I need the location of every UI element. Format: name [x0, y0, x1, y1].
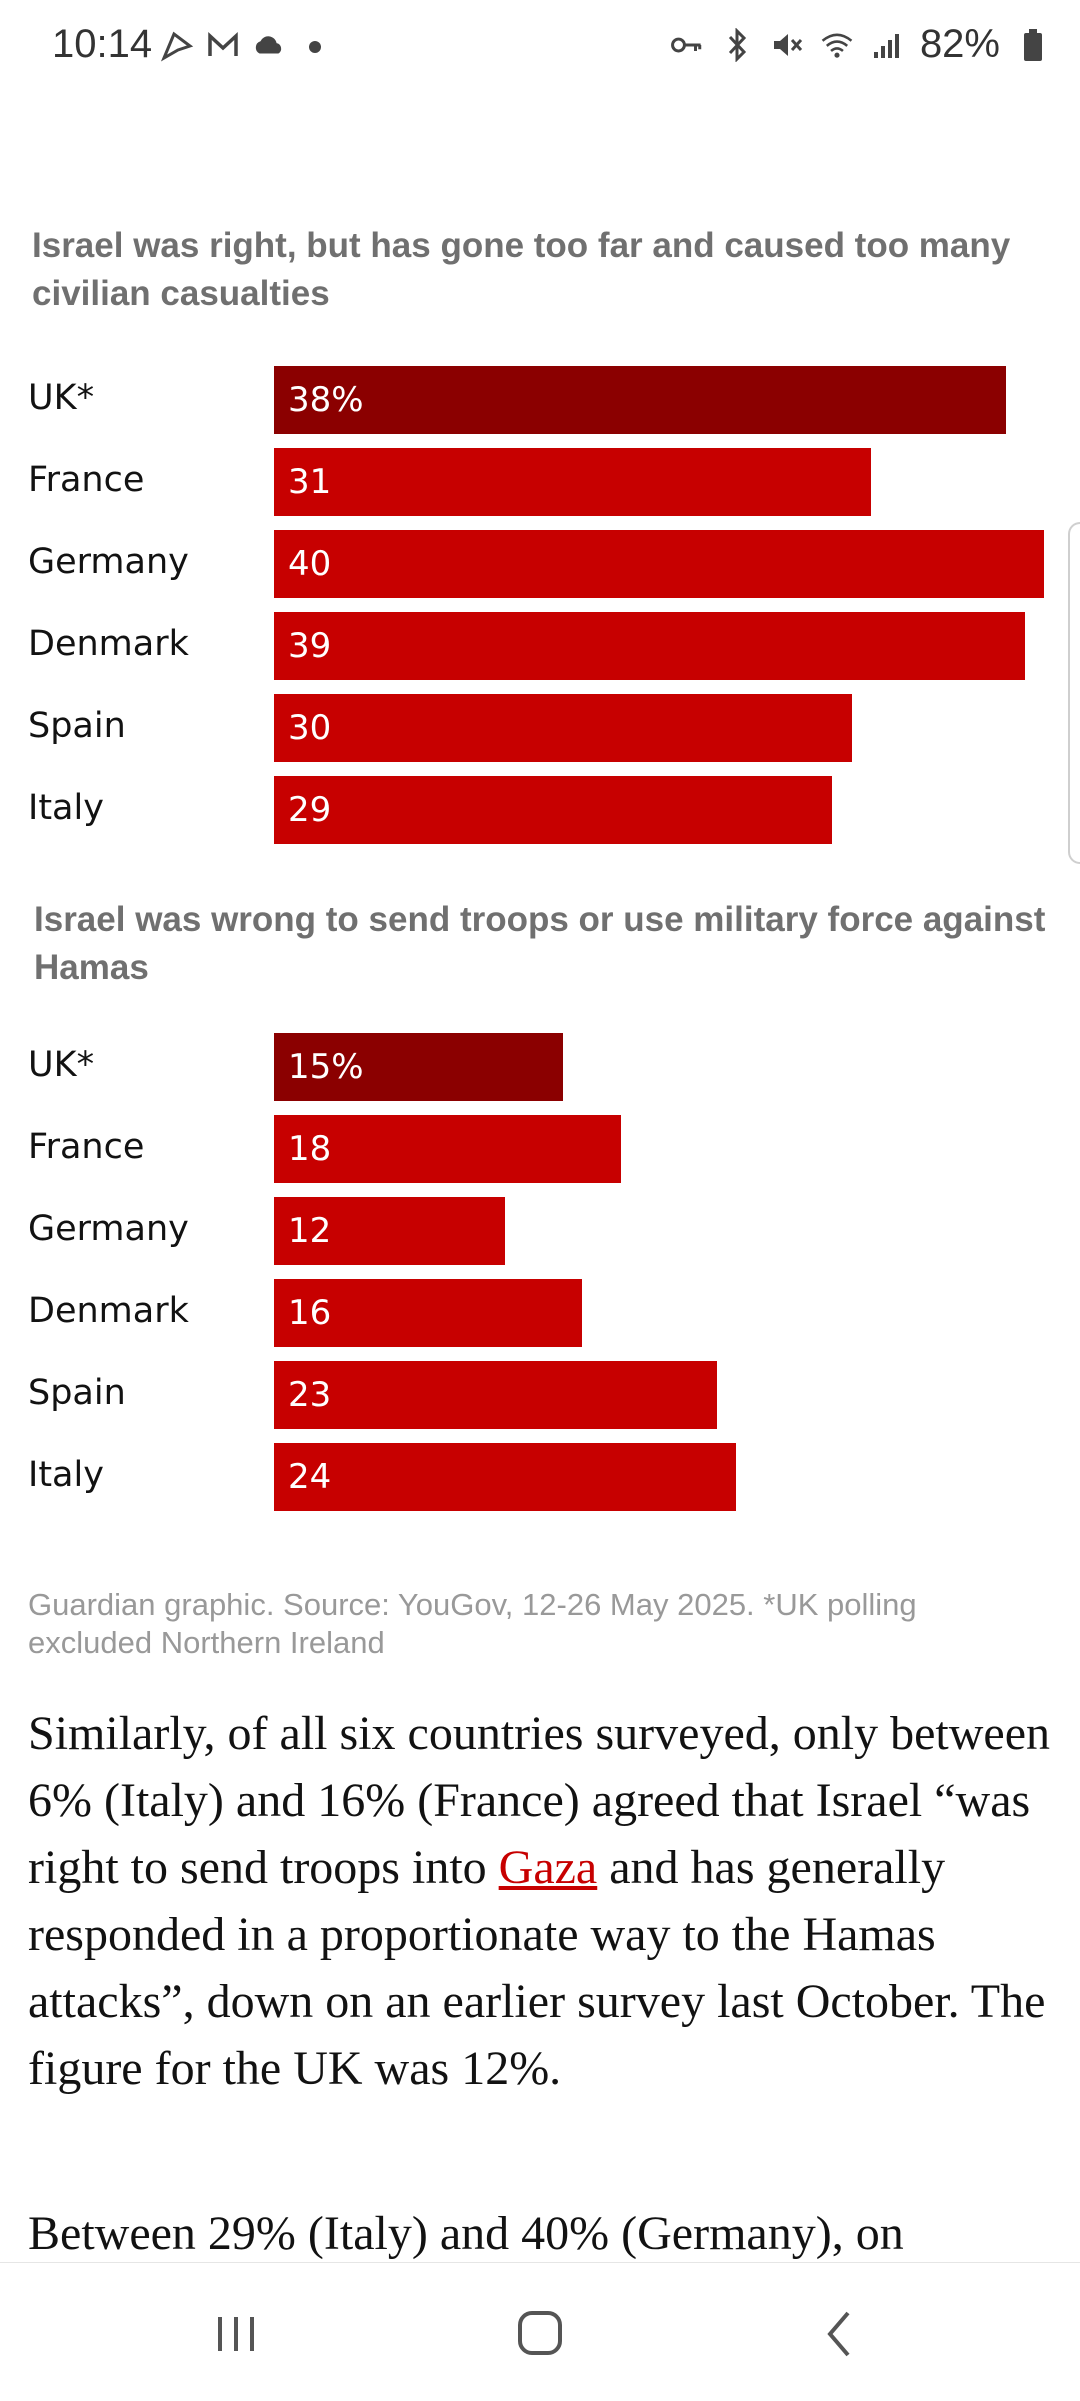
- bar-value-label: 39: [288, 626, 332, 666]
- bar-value-label: 38%: [288, 380, 364, 420]
- category-label: Denmark: [28, 1291, 189, 1331]
- recents-icon: [218, 2317, 254, 2351]
- bar-value-label: 31: [288, 462, 332, 502]
- bar: 24: [274, 1443, 736, 1511]
- bar: 29: [274, 776, 832, 844]
- system-icons: 82%: [670, 22, 1050, 67]
- category-label: Germany: [28, 542, 189, 582]
- bar: 30: [274, 694, 852, 762]
- home-button[interactable]: [500, 2299, 580, 2369]
- bar-value-label: 24: [288, 1457, 332, 1497]
- chart-source-note: Guardian graphic. Source: YouGov, 12-26 …: [28, 1587, 917, 1660]
- bar: 23: [274, 1361, 717, 1429]
- bar: 31: [274, 448, 871, 516]
- bar-value-label: 18: [288, 1129, 332, 1169]
- back-button[interactable]: [800, 2299, 880, 2369]
- category-label: Spain: [28, 1373, 126, 1413]
- category-label: France: [28, 460, 145, 500]
- battery-percent: 82%: [919, 22, 1000, 66]
- paragraph-text: Similarly, of all six countries surveyed…: [28, 1707, 1050, 1894]
- home-icon: [518, 2311, 562, 2355]
- chart-title: Israel was wrong to send troops or use m…: [34, 900, 1046, 987]
- category-label: UK*: [28, 378, 95, 418]
- navigation-bar: [0, 2262, 1080, 2401]
- category-label: France: [28, 1127, 145, 1167]
- bar: 18: [274, 1115, 621, 1183]
- article-paragraph: Between 29% (Italy) and 40% (Germany), o…: [28, 2207, 904, 2260]
- bar-value-label: 15%: [288, 1047, 364, 1087]
- recents-button[interactable]: [196, 2299, 276, 2369]
- bar-value-label: 30: [288, 708, 332, 748]
- article-paragraph: Similarly, of all six countries surveyed…: [28, 1700, 1058, 2102]
- paragraph-text: and has generally responded in a proport…: [28, 1841, 1046, 2095]
- category-label: Germany: [28, 1209, 189, 1249]
- bar-value-label: 29: [288, 790, 332, 830]
- gmail-icon: [206, 28, 240, 62]
- gaza-link[interactable]: Gaza: [498, 1841, 598, 1894]
- signal-icon: [870, 28, 904, 62]
- whatsapp-icon: [160, 28, 194, 62]
- wifi-icon: [820, 28, 854, 62]
- mute-icon: [770, 28, 804, 62]
- bar: 39: [274, 612, 1025, 680]
- scroll-handle[interactable]: [1068, 522, 1080, 864]
- status-bar: 10:14 82%: [0, 0, 1080, 100]
- bar-value-label: 23: [288, 1375, 332, 1415]
- cloud-icon: [252, 28, 286, 62]
- bar: 40: [274, 530, 1044, 598]
- bar-value-label: 40: [288, 544, 332, 584]
- dot-icon: [298, 28, 332, 62]
- bluetooth-icon: [720, 27, 754, 62]
- bar: 12: [274, 1197, 505, 1265]
- status-time: 10:14: [52, 22, 153, 66]
- bar: 38%: [274, 366, 1006, 434]
- bar: 16: [274, 1279, 582, 1347]
- category-label: Spain: [28, 706, 126, 746]
- category-label: Italy: [28, 788, 104, 828]
- bar-value-label: 16: [288, 1293, 332, 1333]
- category-label: UK*: [28, 1045, 95, 1085]
- category-label: Italy: [28, 1455, 104, 1495]
- key-icon: [670, 28, 704, 62]
- category-label: Denmark: [28, 624, 189, 664]
- bar: 15%: [274, 1033, 563, 1101]
- back-icon: [827, 2311, 850, 2357]
- chart-title: Israel was right, but has gone too far a…: [32, 226, 1011, 313]
- bar-value-label: 12: [288, 1211, 332, 1251]
- notification-icons: [160, 28, 332, 62]
- battery-icon: [1016, 28, 1050, 62]
